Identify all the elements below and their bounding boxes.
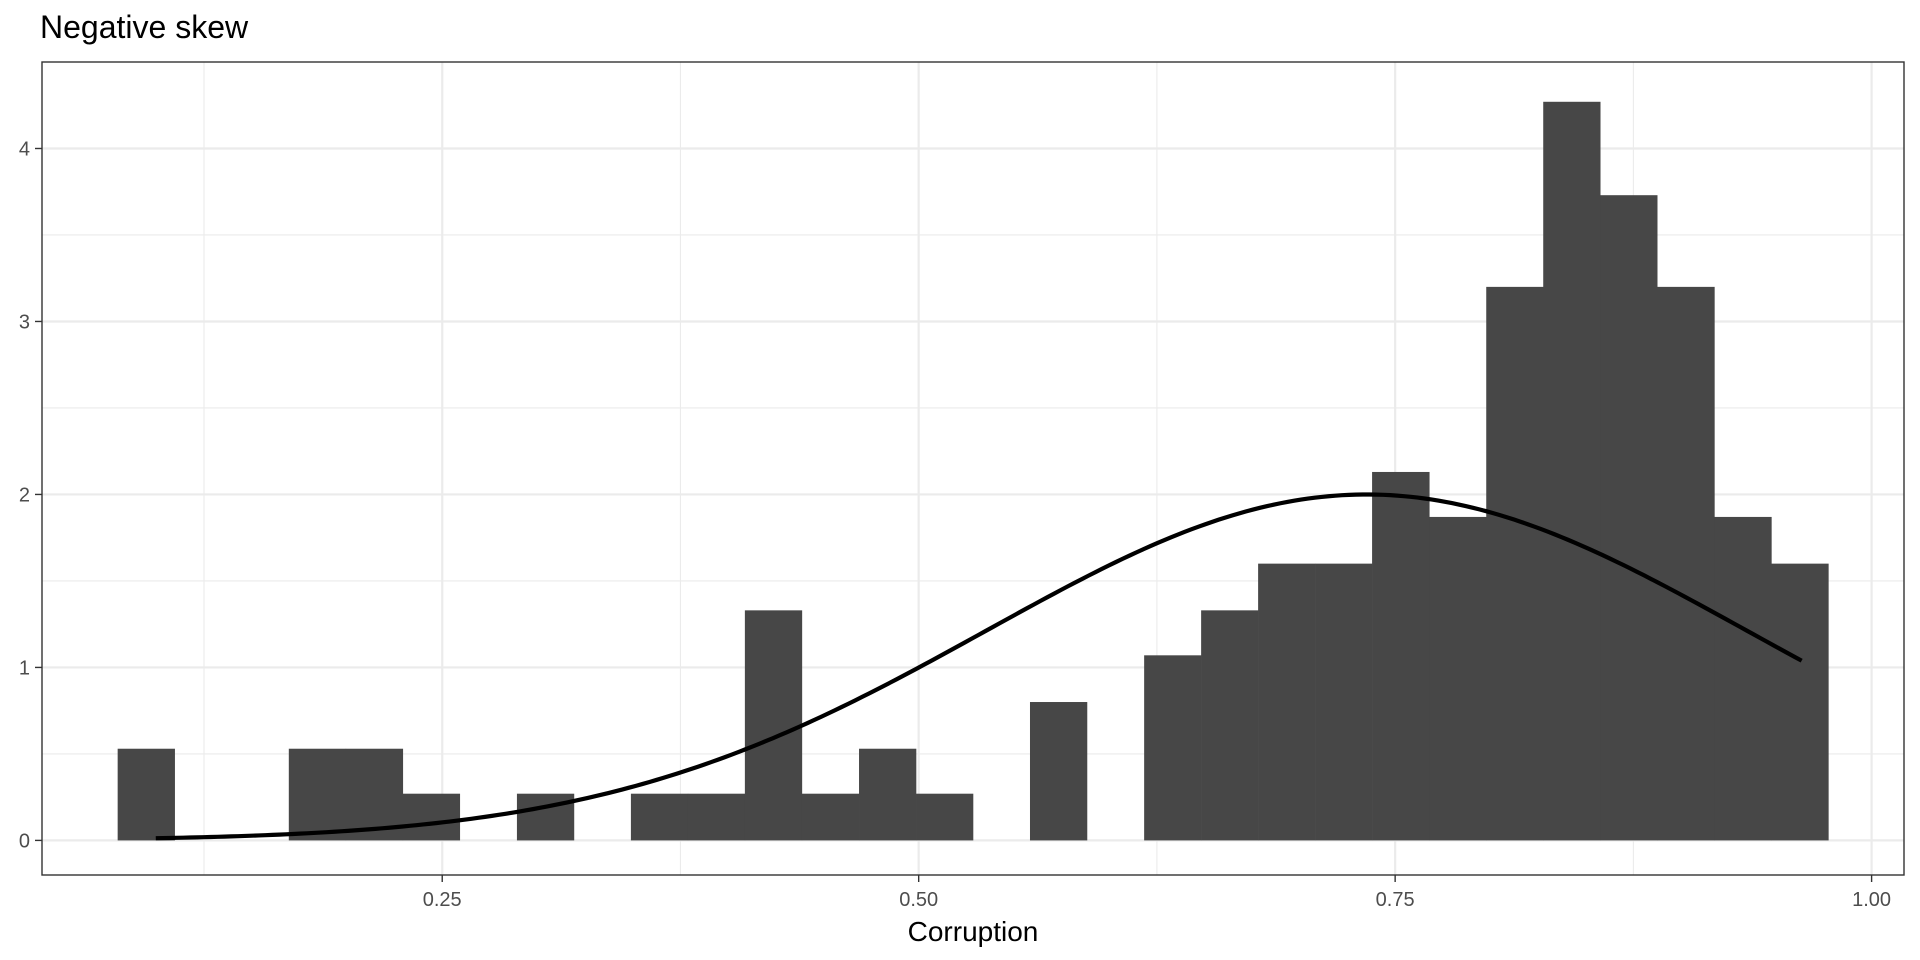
y-tick-label: 0 — [19, 830, 30, 852]
y-axis: 0 1 2 3 4 — [19, 138, 42, 852]
x-tick-label: 0.25 — [423, 889, 462, 911]
x-tick-label: 0.50 — [899, 889, 938, 911]
histogram-bar — [1201, 610, 1259, 841]
y-tick-label: 1 — [19, 657, 30, 679]
density-curve-line — [155, 492, 1803, 841]
histogram-bar — [1600, 195, 1658, 841]
histogram-bar — [1771, 563, 1829, 841]
chart-title: Negative skew — [40, 9, 249, 45]
histogram-bar — [801, 793, 860, 841]
plot-panel-border — [41, 61, 1905, 876]
histogram-bar — [1029, 702, 1088, 841]
histogram-bar — [859, 748, 917, 841]
histogram-bar — [402, 793, 461, 841]
y-tick-label: 4 — [19, 138, 30, 160]
histogram-bar — [1657, 286, 1715, 841]
histogram-bar — [117, 748, 175, 841]
histogram-bar — [1315, 563, 1373, 841]
x-axis: 0.25 0.50 0.75 1.00 — [423, 875, 1891, 911]
x-tick-label: 0.75 — [1376, 889, 1415, 911]
histogram-bar — [630, 793, 689, 841]
histogram-bar — [1543, 101, 1601, 841]
histogram-bar — [1372, 471, 1430, 841]
histogram-bar — [1429, 516, 1487, 841]
y-tick-label: 2 — [19, 484, 30, 506]
y-tick-label: 3 — [19, 311, 30, 333]
histogram-bar — [1258, 563, 1316, 841]
x-axis-label: Corruption — [908, 916, 1039, 947]
histogram-bar — [687, 793, 746, 841]
histogram-bar — [1486, 286, 1544, 841]
histogram-bar — [345, 748, 404, 841]
x-tick-label: 1.00 — [1852, 889, 1891, 911]
histogram-bar — [744, 610, 803, 841]
histogram-bars — [117, 101, 1829, 841]
histogram-bar — [1144, 655, 1202, 841]
histogram-bar — [288, 748, 347, 841]
histogram-bar — [916, 793, 974, 841]
histogram-bar — [1714, 516, 1772, 841]
density-curve-layer — [155, 492, 1803, 841]
